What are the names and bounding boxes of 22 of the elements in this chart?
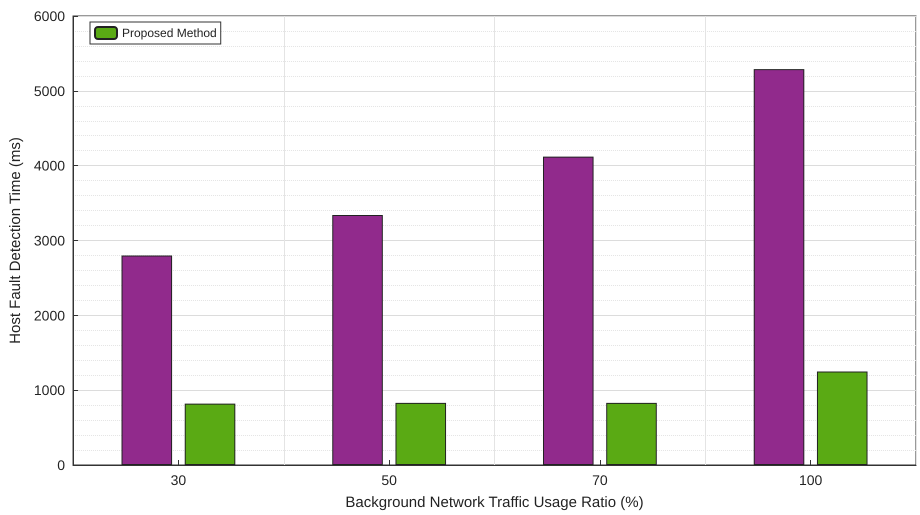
x-tick-label: 30 xyxy=(170,472,186,488)
bar xyxy=(606,402,657,465)
bar xyxy=(332,215,383,465)
bar xyxy=(754,69,804,465)
legend-label: Proposed Method xyxy=(122,26,217,40)
x-tick-label: 100 xyxy=(798,472,823,488)
y-tick-label: 5000 xyxy=(34,82,66,99)
bar xyxy=(816,371,868,465)
y-tick-label: 1000 xyxy=(34,382,66,398)
y-axis-title: Host Fault Detection Time (ms) xyxy=(7,137,24,344)
y-tick-label: 2000 xyxy=(34,307,66,324)
y-tick-label: 3000 xyxy=(34,232,66,248)
x-axis-title: Background Network Traffic Usage Ratio (%) xyxy=(345,494,644,511)
bar xyxy=(122,255,172,465)
y-tick-label: 0 xyxy=(57,457,66,473)
bar xyxy=(395,402,446,465)
bar xyxy=(542,156,594,465)
y-tick-label: 4000 xyxy=(34,158,66,174)
y-tick-label: 6000 xyxy=(34,8,66,24)
bar xyxy=(184,404,236,465)
x-tick-label: 70 xyxy=(592,472,608,488)
x-tick-label: 50 xyxy=(381,472,398,488)
